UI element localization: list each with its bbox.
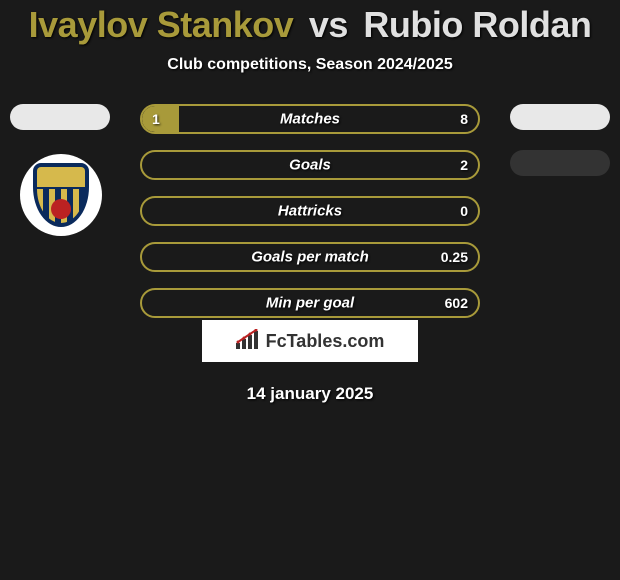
stat-right-value: 8: [460, 111, 468, 127]
stat-bar-row: Hattricks 0: [140, 196, 480, 226]
stat-right-value: 602: [445, 295, 468, 311]
stat-right-value: 0: [460, 203, 468, 219]
player2-name: Rubio Roldan: [363, 4, 591, 45]
villarreal-icon: [33, 163, 89, 227]
stat-bar-row: Goals 2: [140, 150, 480, 180]
stat-label: Hattricks: [278, 203, 342, 220]
stat-right-value: 2: [460, 157, 468, 173]
stat-bar-fill: [142, 106, 179, 132]
stat-right-value: 0.25: [441, 249, 468, 265]
player1-club-badge: [20, 154, 102, 236]
stat-bar-row: Min per goal 602: [140, 288, 480, 318]
stat-left-value: 1: [152, 111, 160, 127]
stat-label: Goals: [289, 157, 331, 174]
player1-avatar-placeholder: [10, 104, 110, 130]
vs-text: vs: [309, 4, 348, 45]
root: Ivaylov Stankov vs Rubio Roldan Club com…: [0, 0, 620, 404]
stat-label: Min per goal: [266, 295, 354, 312]
stat-label: Matches: [280, 111, 340, 128]
player1-name: Ivaylov Stankov: [29, 4, 294, 45]
stat-label: Goals per match: [251, 249, 369, 266]
stat-bars: 1 Matches 8 Goals 2 Hattricks 0 Goals per match…: [140, 104, 480, 334]
player2-club-placeholder: [510, 150, 610, 176]
stat-bar-row: 1 Matches 8: [140, 104, 480, 134]
page-title: Ivaylov Stankov vs Rubio Roldan: [0, 4, 620, 46]
subtitle: Club competitions, Season 2024/2025: [0, 56, 620, 74]
player2-avatar-placeholder: [510, 104, 610, 130]
date-text: 14 january 2025: [0, 384, 620, 404]
stat-bar-row: Goals per match 0.25: [140, 242, 480, 272]
